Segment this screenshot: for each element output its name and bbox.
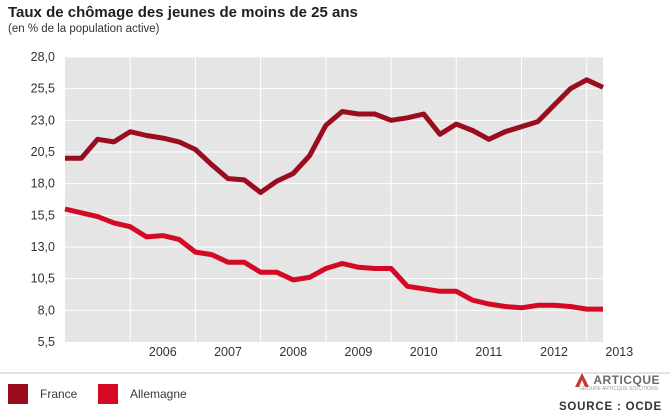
articque-logo-icon [575, 373, 590, 387]
articque-logo: ARTICQUE [574, 372, 660, 388]
articque-logo-text: ARTICQUE [593, 373, 660, 387]
y-tick-label: 18,0 [31, 177, 55, 191]
x-tick-label: 2013 [605, 345, 633, 359]
y-tick-label: 25,5 [31, 82, 55, 96]
chart-subtitle: (en % de la population active) [8, 23, 160, 35]
y-tick-label: 23,0 [31, 113, 55, 127]
plot-background [65, 57, 603, 342]
legend-item-france: France [8, 381, 77, 407]
x-tick-label: 2007 [214, 345, 242, 359]
y-tick-label: 10,5 [31, 272, 55, 286]
x-tick-label: 2012 [540, 345, 568, 359]
y-tick-label: 8,0 [38, 303, 55, 317]
chart-title: Taux de chômage des jeunes de moins de 2… [8, 4, 358, 21]
legend-divider [0, 372, 670, 374]
y-tick-label: 13,0 [31, 240, 55, 254]
legend: France Allemagne [0, 372, 670, 416]
x-tick-label: 2009 [345, 345, 373, 359]
y-tick-label: 20,5 [31, 145, 55, 159]
legend-swatch-france [8, 384, 28, 404]
y-tick-label: 15,5 [31, 208, 55, 222]
legend-swatch-allemagne [98, 384, 118, 404]
series-line-france [65, 77, 605, 195]
y-tick-label: 28,0 [31, 50, 55, 64]
legend-label-allemagne: Allemagne [130, 387, 187, 401]
series-line-allemagne [64, 206, 603, 312]
y-tick-label: 5,5 [38, 335, 55, 349]
legend-item-allemagne: Allemagne [98, 381, 187, 407]
x-tick-label: 2008 [279, 345, 307, 359]
line-chart: 5,5 8,0 10,5 13,0 15,5 18,0 20,5 23,0 25,5 28,0 20… [31, 50, 634, 359]
plot-area: 5,5 8,0 10,5 13,0 15,5 18,0 20,5 23,0 25,5 28,0 20… [31, 50, 634, 359]
legend-label-france: France [40, 387, 78, 401]
articque-logo-tagline: GROUPE ARTICQUE SOLUTIONS [579, 386, 658, 392]
x-tick-label: 2006 [149, 345, 177, 359]
x-tick-label: 2010 [410, 345, 438, 359]
source-label: SOURCE : OCDE [558, 401, 662, 413]
x-tick-label: 2011 [475, 345, 502, 359]
